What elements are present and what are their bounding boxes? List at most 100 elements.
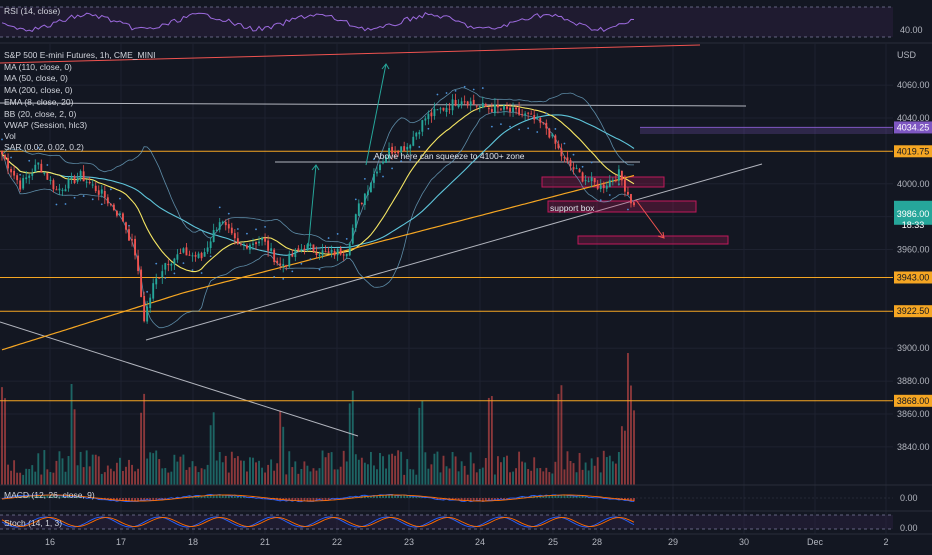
indicator-bb[interactable]: BB (20, close, 2, 0) (4, 109, 76, 119)
indicator-vol[interactable]: Vol (4, 131, 16, 141)
volume-bar (319, 468, 321, 485)
candle-body (92, 185, 94, 186)
candle-body (367, 191, 369, 195)
candle-body (246, 245, 248, 248)
sar-dot (56, 204, 58, 206)
candle-body (533, 115, 535, 120)
candle-body (155, 278, 157, 284)
volume-bar (449, 468, 451, 485)
candle-body (140, 269, 142, 296)
candle-body (316, 253, 318, 255)
indicator-ma200[interactable]: MA (200, close, 0) (4, 85, 73, 95)
candle-body (261, 238, 263, 240)
candle-body (461, 101, 463, 105)
candle-body (297, 248, 299, 250)
volume-bar (219, 452, 221, 485)
volume-bar (557, 394, 559, 485)
volume-bar (110, 469, 112, 485)
date-tick-label: 24 (475, 537, 485, 547)
candle-body (346, 254, 348, 257)
candle-body (31, 173, 33, 176)
volume-bar (567, 451, 569, 485)
volume-bar (55, 461, 57, 485)
volume-bar (618, 452, 620, 485)
volume-bar (370, 452, 372, 485)
candle-body (412, 137, 414, 146)
sar-dot (155, 263, 157, 265)
candle-body (173, 259, 175, 265)
candle-body (560, 149, 562, 157)
indicator-sar[interactable]: SAR (0.02, 0.02, 0.2) (4, 142, 84, 152)
volume-bar (288, 451, 290, 485)
volume-bar (433, 454, 435, 485)
volume-bar (503, 457, 505, 485)
candle-body (231, 228, 233, 234)
candle-body (89, 182, 91, 183)
candle-body (107, 197, 109, 203)
symbol-header[interactable]: S&P 500 E-mini Futures, 1h, CME_MINI (4, 50, 155, 60)
candle-body (530, 114, 532, 115)
volume-bar (394, 456, 396, 485)
volume-bar (213, 412, 215, 485)
candle-body (443, 108, 445, 111)
target-box[interactable] (578, 236, 728, 244)
sar-dot (173, 273, 175, 275)
sar-dot (282, 278, 284, 280)
volume-bar (306, 466, 308, 485)
volume-bar (170, 472, 172, 485)
volume-bar (294, 461, 296, 485)
candle-body (355, 214, 357, 228)
last-price-value: 3986.00 (897, 209, 930, 219)
volume-bar (452, 452, 454, 485)
volume-bar (89, 466, 91, 485)
volume-bar (116, 463, 118, 485)
sar-dot (427, 128, 429, 130)
sar-dot (101, 203, 103, 205)
sar-dot (473, 89, 475, 91)
volume-bar (600, 472, 602, 485)
candle-body (319, 255, 321, 256)
volume-bar (415, 475, 417, 485)
candle-body (603, 185, 605, 189)
indicator-vwap[interactable]: VWAP (Session, hlc3) (4, 120, 87, 130)
indicator-ma110[interactable]: MA (110, close, 0) (4, 62, 72, 72)
volume-bar (59, 451, 61, 485)
sar-dot (246, 233, 248, 235)
candle-body (192, 255, 194, 256)
volume-bar (316, 471, 318, 485)
candle-body (557, 144, 559, 149)
volume-bar (328, 453, 330, 485)
candle-body (131, 239, 133, 240)
indicator-ma50[interactable]: MA (50, close, 0) (4, 73, 68, 83)
volume-bar (509, 472, 511, 485)
candle-body (328, 251, 330, 252)
indicator-ema8[interactable]: EMA (8, close, 20) (4, 97, 74, 107)
volume-bar (591, 458, 593, 485)
volume-bar (92, 455, 94, 485)
volume-bar (207, 465, 209, 485)
volume-bar (52, 473, 54, 485)
sar-dot (146, 291, 148, 293)
volume-bar (633, 410, 635, 485)
volume-bar (186, 470, 188, 485)
sar-dot (10, 157, 12, 159)
candle-body (455, 100, 457, 106)
volume-bar (10, 471, 12, 485)
candle-body (104, 191, 106, 197)
candle-body (467, 101, 469, 105)
candle-body (440, 108, 442, 109)
volume-bar (68, 456, 70, 485)
volume-bar (243, 461, 245, 485)
price-tick-label: 4000.00 (897, 179, 930, 189)
volume-bar (573, 463, 575, 485)
candle-body (364, 194, 366, 205)
volume-bar (1, 387, 3, 485)
candle-body (228, 224, 230, 228)
candle-body (615, 180, 617, 181)
candle-body (551, 134, 553, 136)
sar-dot (591, 162, 593, 164)
volume-bar (179, 457, 181, 485)
candle-body (7, 158, 9, 168)
